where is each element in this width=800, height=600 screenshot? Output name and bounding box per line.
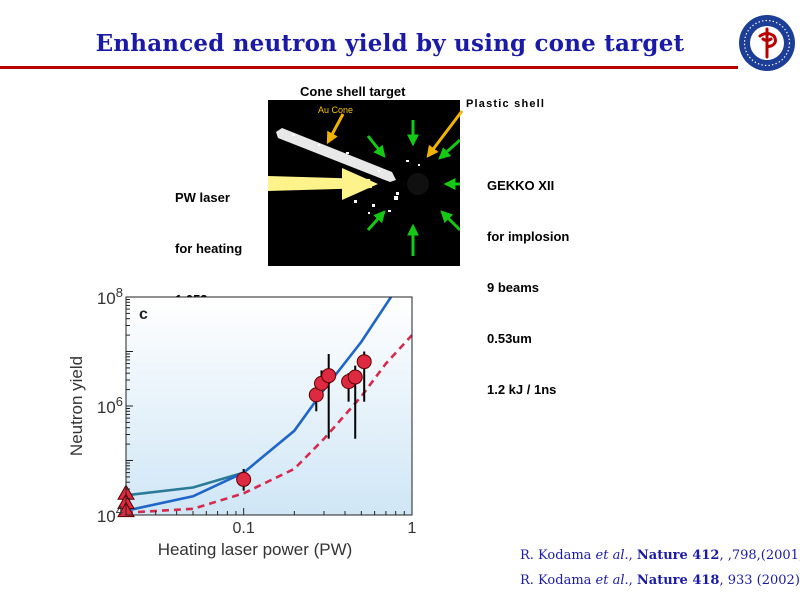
series-line-1 [126,297,393,512]
gekko-line: GEKKO XII [487,178,555,193]
reference-journal: Nature 418 [636,573,720,588]
series-line-0 [126,471,245,497]
plastic-shell [407,173,429,195]
reference-author: R. Kodama [520,573,596,588]
x-tick-label: 0.1 [233,520,255,537]
reference-separator: ., [624,573,637,588]
x-axis-label: Heating laser power (PW) [158,540,353,559]
logo-dot-ring [743,19,791,67]
data-point [356,354,372,370]
pw-laser-beam-head [342,168,378,200]
au-cone-shape [276,128,396,182]
reference-pages: , ,798,(2001) [719,548,800,563]
slide-title: Enhanced neutron yield by using cone tar… [95,30,685,57]
plastic-shell-label: Plastic shell [466,98,546,110]
y-tick-label: 106 [97,394,123,417]
title-divider [0,66,738,69]
data-point [347,369,363,385]
gekko-line: 9 beams [487,280,540,295]
gekko-line: for implosion [487,229,570,244]
reference-etal: et al [595,573,625,588]
reference-line: R. Kodama et al., Nature 418, 933 (2002) [520,573,800,588]
y-tick-label: 104 [97,503,123,526]
target-photograph [268,100,460,266]
gekko-line: 0.53um [487,331,532,346]
reference-separator: , [628,548,637,563]
panel-label: c [139,306,148,323]
reference-author: R. Kodama [520,548,596,563]
reference-line: R. Kodama et al., Nature 412, ,798,(2001… [520,548,800,563]
pw-laser-line: PW laser [175,190,230,205]
reference-pages: , 933 (2002) [719,573,800,588]
logo-mark [758,27,777,59]
data-point [236,471,252,487]
neutron-yield-chart: 0.1 1 104 106 108 Heating laser power (PW) Neu… [67,285,417,559]
cone-shell-target-label: Cone shell target [300,84,406,99]
reference-journal: Nature 412 [636,548,720,563]
y-axis-label: Neutron yield [67,356,86,456]
gekko-line: 1.2 kJ / 1ns [487,382,557,397]
au-cone-pointer [326,113,345,145]
target-specks [292,134,420,214]
y-tick-label: 108 [97,285,123,308]
reference-etal: et al. [595,548,629,563]
plot-background [126,297,412,515]
gekko-xii-label: GEKKO XII for implosion 9 beams 0.53um 1… [487,143,569,415]
series-line-2 [126,334,412,514]
x-tick-label: 1 [408,520,417,537]
institute-logo [739,15,795,71]
au-cone-label: Au Cone [318,105,354,115]
data-point [321,368,337,384]
pw-laser-line: for heating [175,241,243,256]
